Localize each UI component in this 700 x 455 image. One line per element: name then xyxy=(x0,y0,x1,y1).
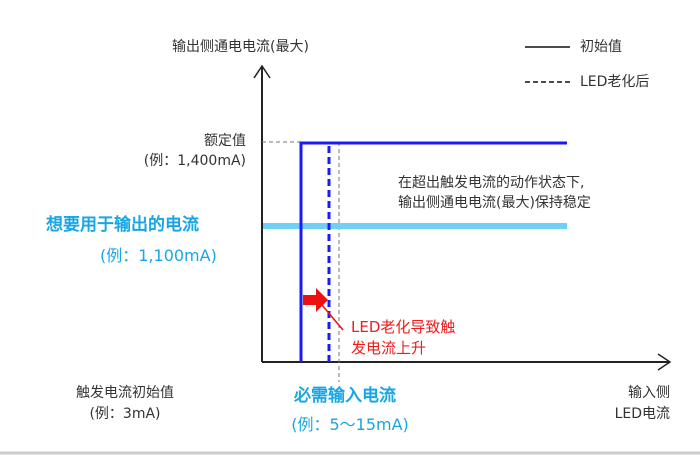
rated-label: 额定值 xyxy=(204,133,246,149)
desired-output-label: 想要用于输出的电流 xyxy=(46,215,199,235)
aging-note-line-2: 发电流上升 xyxy=(351,339,427,357)
aging-pointer-line xyxy=(321,304,344,331)
trigger-initial-example: (例：3mA) xyxy=(89,406,161,422)
desired-output-example: (例：1,100mA) xyxy=(100,246,217,265)
y-axis-label: 输出侧通电电流(最大) xyxy=(172,39,309,55)
x-axis-label-line-1: 输入侧 xyxy=(628,385,670,401)
rated-example: (例：1,400mA) xyxy=(143,153,246,169)
x-axis-label-line-2: LED电流 xyxy=(614,406,670,422)
trigger-initial-label: 触发电流初始值 xyxy=(76,385,174,401)
initial-curve xyxy=(299,141,567,362)
stable-note-line-2: 输出侧通电电流(最大)保持稳定 xyxy=(398,195,591,211)
legend-aged-label: LED老化后 xyxy=(580,74,650,90)
required-input-example: (例：5～15mA) xyxy=(291,415,409,434)
aging-note-line-1: LED老化导致触 xyxy=(351,318,456,336)
legend-initial-label: 初始值 xyxy=(580,39,622,55)
y-axis-arrow-icon xyxy=(253,64,271,79)
required-input-label: 必需输入电流 xyxy=(294,386,396,406)
shift-arrow-icon xyxy=(303,288,328,312)
x-axis-arrow-icon xyxy=(657,353,672,371)
stable-note-line-1: 在超出触发电流的动作状态下, xyxy=(398,175,585,191)
